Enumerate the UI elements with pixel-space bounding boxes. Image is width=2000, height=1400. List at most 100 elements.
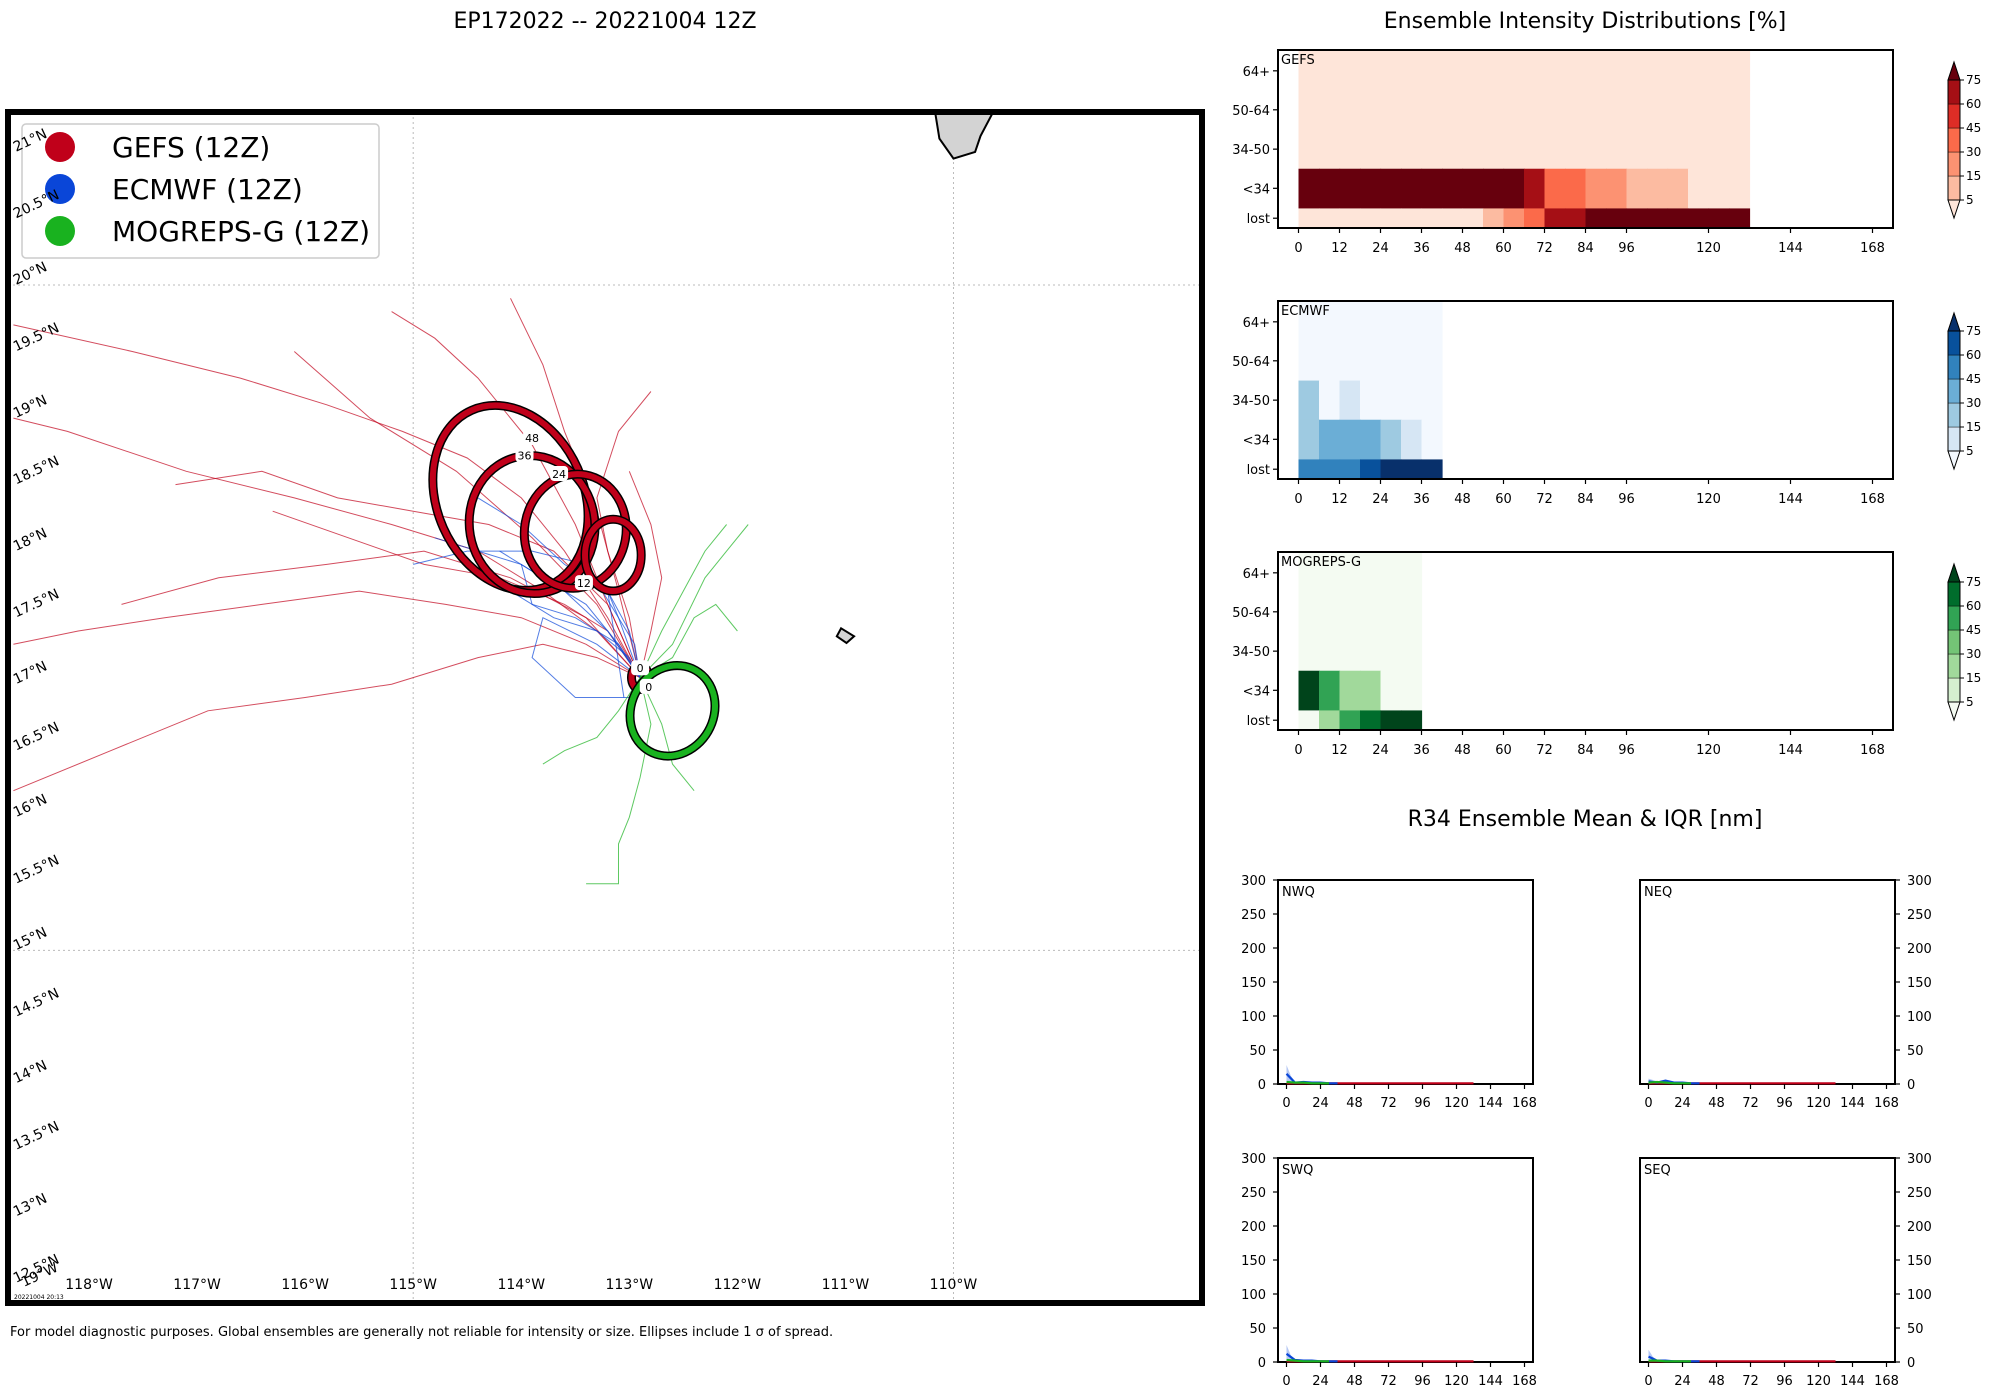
heatmap-cell <box>1421 301 1443 343</box>
heatmap-cell <box>1442 50 1464 92</box>
heatmap-cell <box>1688 129 1710 170</box>
ellipse-label-0: 0 <box>645 681 652 694</box>
ellipse-label-bg <box>631 660 650 676</box>
heatmap-cell <box>1360 710 1382 731</box>
colorbar-extend-max <box>1947 562 1961 583</box>
r34-ytick-label: 50 <box>1907 1044 1924 1059</box>
heatmap-xtick-label: 12 <box>1331 492 1348 507</box>
heatmap-cell <box>1442 90 1464 131</box>
heatmap-cell <box>1380 341 1402 382</box>
r34-xtick-label: 24 <box>1674 1096 1691 1111</box>
r34-xtick-label: 144 <box>1840 1374 1865 1389</box>
track-gefs <box>628 471 663 678</box>
heatmap-cell <box>1483 208 1505 229</box>
heatmap-cell <box>1319 380 1341 421</box>
heatmap-cell <box>1401 670 1423 712</box>
r34-ytick-label: 150 <box>1907 976 1932 991</box>
colorbar-segment <box>1947 175 1961 201</box>
heatmap-row-label: 64+ <box>1243 316 1270 331</box>
track-gefs <box>13 643 641 792</box>
heatmap-cell <box>1667 208 1689 229</box>
r34-frame <box>1277 1157 1534 1363</box>
heatmap-cell <box>1339 168 1361 210</box>
colorbar-gefs-dist: 5 15 30 45 60 75 <box>1947 60 1981 220</box>
r34-ytick-label: 0 <box>1258 1356 1266 1371</box>
r34-ytick-label: 100 <box>1907 1010 1932 1025</box>
heatmap-cell <box>1360 208 1382 229</box>
r34-panel-r34-nwq: NWQ 0 24 48 72 96 120 144 168 0 50 100 150 200 250 300 <box>1241 874 1537 1111</box>
heatmap-cell <box>1462 129 1484 170</box>
heatmap-xtick-label: 0 <box>1294 241 1302 256</box>
ellipse-ring <box>582 516 645 595</box>
heatmap-cell <box>1729 168 1751 210</box>
heatmap-xtick-label: 120 <box>1696 492 1721 507</box>
heatmap-cell <box>1360 419 1382 461</box>
heatmap-cell <box>1708 129 1730 170</box>
r34-label: NWQ <box>1282 885 1315 900</box>
r34-ytick-label: 300 <box>1907 874 1932 889</box>
colorbar-segment <box>1947 378 1961 404</box>
heatmap-cell <box>1565 208 1587 229</box>
heatmap-xtick-label: 144 <box>1778 241 1803 256</box>
heatmap-xtick-label: 120 <box>1696 241 1721 256</box>
heatmap-cell <box>1421 380 1443 421</box>
heatmap-cell <box>1401 592 1423 633</box>
lon-label: 110°W <box>930 1277 978 1293</box>
heatmap-cell <box>1360 631 1382 672</box>
r34-ytick-label: 100 <box>1241 1010 1266 1025</box>
heatmap-cell <box>1298 90 1320 131</box>
heatmap-cell <box>1708 50 1730 92</box>
heatmap-cell <box>1503 50 1525 92</box>
heatmap-cell <box>1319 592 1341 633</box>
r34-series-mogreps-g <box>1648 1080 1691 1085</box>
heatmap-row-label: <34 <box>1243 684 1270 699</box>
heatmap-cell <box>1524 129 1546 170</box>
heatmap-cell <box>1647 90 1669 131</box>
heatmap-cell <box>1319 710 1341 731</box>
heatmap-cell <box>1401 419 1423 461</box>
heatmap-xtick-label: 60 <box>1495 492 1512 507</box>
r34-label: SEQ <box>1644 1163 1671 1178</box>
heatmap-xtick-label: 12 <box>1331 743 1348 758</box>
heatmap-cell <box>1688 50 1710 92</box>
ellipse-label-24: 24 <box>552 468 566 481</box>
heatmap-cell <box>1380 552 1402 594</box>
land-island <box>835 626 856 645</box>
colorbar-segment <box>1947 79 1961 105</box>
colorbar-tick-label: 30 <box>1966 647 1981 661</box>
heatmap-xtick-label: 96 <box>1618 241 1635 256</box>
heatmap-row-label: lost <box>1247 212 1270 227</box>
legend-marker <box>45 216 75 246</box>
heatmap-xtick-label: 84 <box>1577 743 1594 758</box>
track-mogreps-g <box>542 677 641 765</box>
heatmap-cell <box>1401 208 1423 229</box>
colorbar-tick-label: 30 <box>1966 145 1981 159</box>
heatmap-cell <box>1298 552 1320 594</box>
heatmap-cell <box>1462 208 1484 229</box>
heatmap-cell <box>1319 341 1341 382</box>
track-gefs <box>13 590 641 679</box>
heatmap-cell <box>1442 129 1464 170</box>
heatmap-cell <box>1319 168 1341 210</box>
r34-xtick-label: 24 <box>1674 1374 1691 1389</box>
heatmap-xtick-label: 84 <box>1577 492 1594 507</box>
heatmap-cell <box>1298 208 1320 229</box>
heatmap-row-label: 34-50 <box>1232 645 1270 660</box>
heatmap-cell <box>1401 380 1423 421</box>
lon-label: 113°W <box>606 1277 654 1293</box>
r34-xtick-label: 48 <box>1708 1374 1725 1389</box>
heatmap-cell <box>1360 301 1382 343</box>
r34-xtick-label: 72 <box>1380 1374 1397 1389</box>
heatmap-cell <box>1708 208 1730 229</box>
heatmap-cell <box>1339 419 1361 461</box>
heatmap-cell <box>1729 129 1751 170</box>
heatmap-cell <box>1380 710 1402 731</box>
r34-series-mogreps-g <box>1648 1359 1691 1363</box>
heatmap-xtick-label: 36 <box>1413 492 1430 507</box>
heatmap-cell <box>1688 208 1710 229</box>
heatmap-cell <box>1319 301 1341 343</box>
colorbar-frame <box>1947 79 1961 201</box>
heatmap-cell <box>1483 90 1505 131</box>
heatmap-cell <box>1524 208 1546 229</box>
heatmap-cell <box>1503 168 1525 210</box>
